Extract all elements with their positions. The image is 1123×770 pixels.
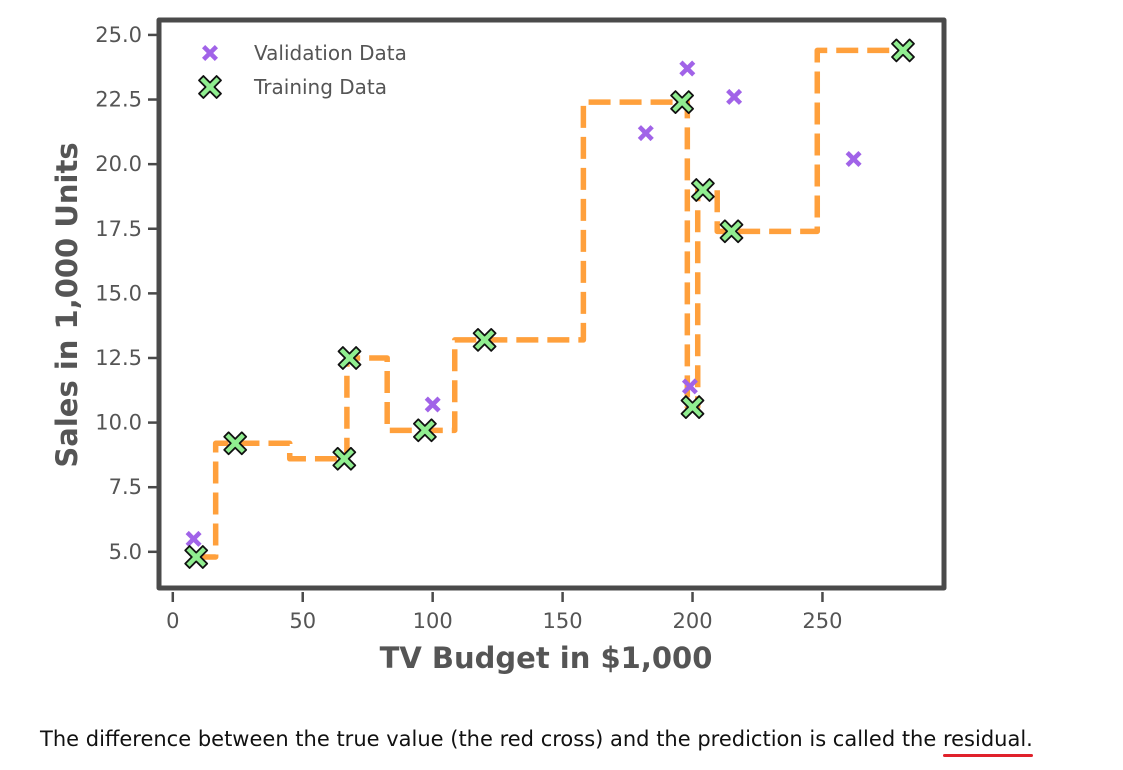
caption-text: The difference between the true value (t… <box>40 727 943 751</box>
x-tick-label: 250 <box>802 609 842 633</box>
training-point <box>223 431 248 456</box>
caption: The difference between the true value (t… <box>40 727 1033 751</box>
x-tick-label: 50 <box>289 609 316 633</box>
validation-point <box>185 530 202 547</box>
y-tick-label: 15.0 <box>95 281 142 305</box>
training-point <box>691 178 715 202</box>
y-tick-label: 17.5 <box>95 217 142 241</box>
legend: Validation Data Training Data <box>198 41 407 99</box>
prediction-step-line <box>196 47 904 560</box>
plot-frame <box>156 17 947 591</box>
caption-highlight: residual. <box>942 727 1033 751</box>
validation-point <box>845 151 862 167</box>
validation-point <box>424 396 441 413</box>
series-layer <box>184 38 915 569</box>
validation-point <box>681 378 698 395</box>
training-point <box>680 395 705 419</box>
validation-point <box>726 88 743 105</box>
validation-point <box>679 60 696 77</box>
legend-validation-label: Validation Data <box>254 41 407 65</box>
training-point <box>337 346 362 370</box>
y-tick-label: 22.5 <box>95 88 142 112</box>
y-tick-label: 20.0 <box>95 152 142 176</box>
legend-training-marker <box>198 75 222 99</box>
y-tick-label: 10.0 <box>95 411 142 435</box>
x-tick-label: 100 <box>413 609 453 633</box>
legend-validation-marker <box>202 45 218 61</box>
y-axis-title: Sales in 1,000 Units <box>50 142 84 467</box>
chart: 0 50 100 150 200 250 5.0 7.5 10.0 12.5 15.0 17.5 20.… <box>50 17 947 675</box>
y-tick-label: 7.5 <box>109 475 142 499</box>
training-point <box>670 90 694 114</box>
legend-training-label: Training Data <box>253 75 387 99</box>
y-tick-label: 12.5 <box>95 346 142 370</box>
x-tick-label: 150 <box>543 609 583 633</box>
axes-layer: 0 50 100 150 200 250 5.0 7.5 10.0 12.5 15.0 17.5 20.… <box>50 17 947 675</box>
training-point <box>332 446 357 471</box>
training-point <box>719 219 744 244</box>
y-tick-label: 25.0 <box>95 23 142 47</box>
x-tick-label: 0 <box>166 609 179 633</box>
training-point <box>891 38 915 63</box>
training-point <box>413 418 437 443</box>
y-tick-label: 5.0 <box>109 540 142 564</box>
x-tick-label: 200 <box>672 609 712 633</box>
training-point <box>184 545 209 569</box>
validation-point <box>637 125 654 142</box>
training-point <box>472 328 497 352</box>
x-axis-title: TV Budget in $1,000 <box>380 641 713 675</box>
